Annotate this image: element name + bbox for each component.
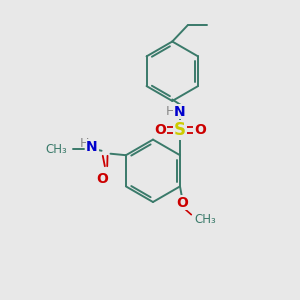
Text: O: O (176, 196, 188, 210)
Text: O: O (96, 172, 108, 185)
Text: N: N (86, 140, 98, 154)
Text: CH₃: CH₃ (45, 143, 67, 156)
Text: H: H (165, 105, 175, 118)
Text: S: S (174, 121, 186, 139)
Text: O: O (194, 123, 206, 137)
Text: N: N (174, 104, 186, 118)
Text: O: O (154, 123, 166, 137)
Text: CH₃: CH₃ (194, 213, 216, 226)
Text: H: H (80, 137, 89, 150)
